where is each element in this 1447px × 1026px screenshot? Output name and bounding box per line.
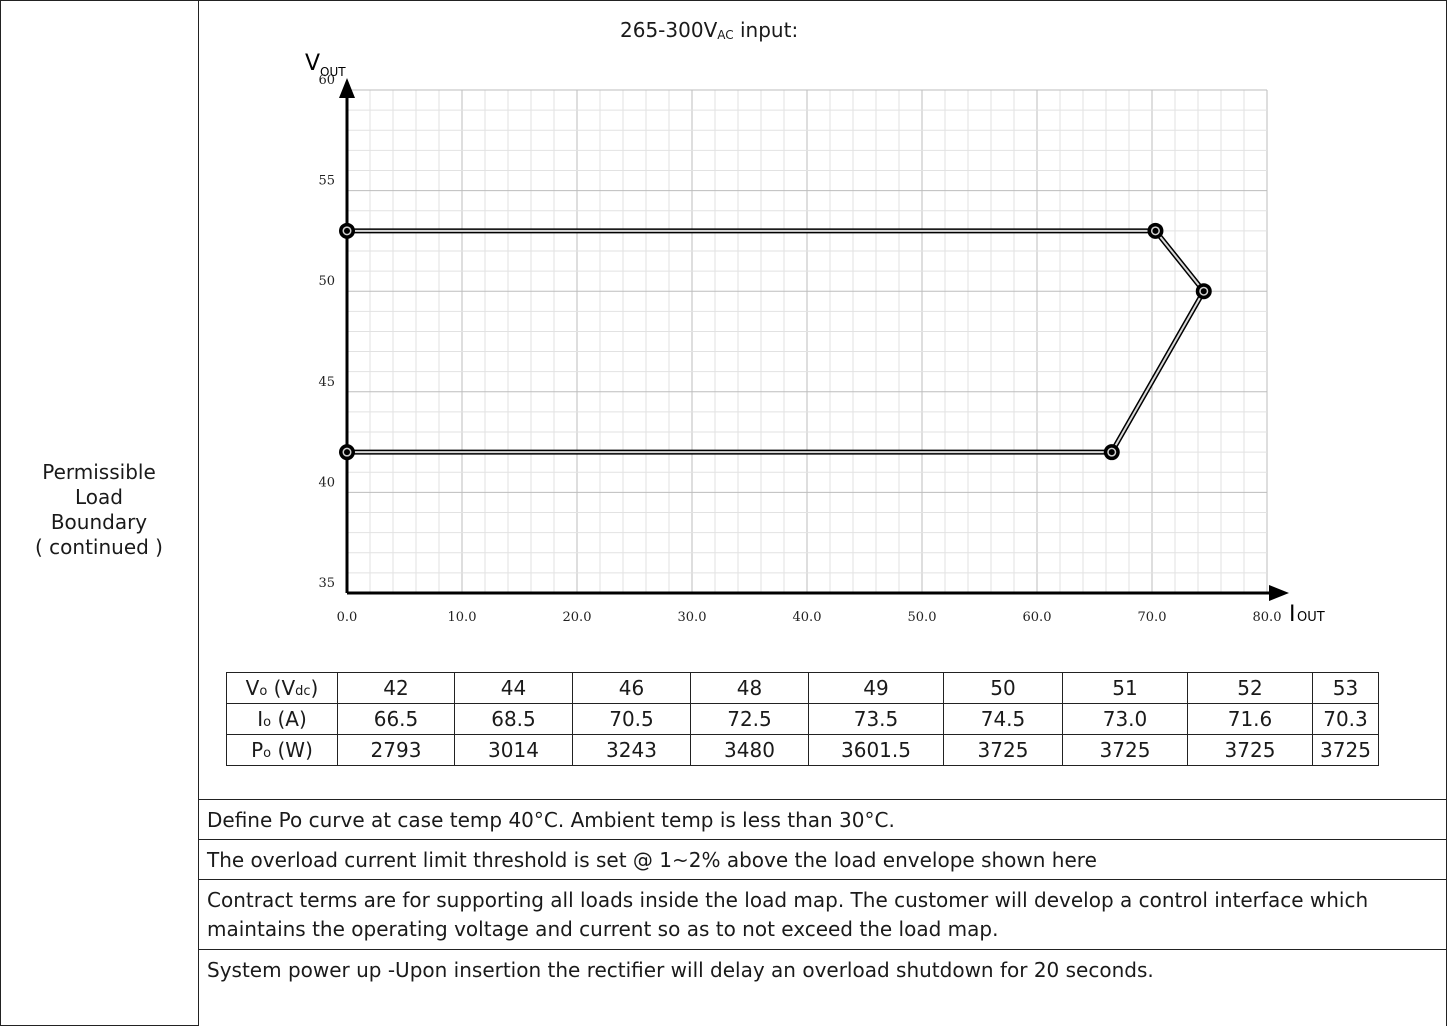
table-cell: 42 xyxy=(337,672,455,704)
row-label-line: Load xyxy=(75,485,123,509)
y-tick-label: 40 xyxy=(318,475,335,490)
table-cell: 3480 xyxy=(690,734,809,766)
table-cell: 3243 xyxy=(572,734,691,766)
table-row: Vo (Vdc) 42 44 46 48 49 50 51 52 53 xyxy=(226,672,1379,704)
boundary-line-outer xyxy=(347,228,1207,455)
table-cell: 3014 xyxy=(454,734,573,766)
x-tick-label: 60.0 xyxy=(1023,610,1052,625)
data-point-center xyxy=(1200,288,1207,295)
data-point-center xyxy=(1152,227,1159,234)
note-text: Define Po curve at case temp 40°C. Ambie… xyxy=(207,808,895,832)
x-tick-label: 30.0 xyxy=(678,610,707,625)
table-cell: 51 xyxy=(1062,672,1188,704)
table-cell: 3725 xyxy=(1187,734,1313,766)
x-axis-title: I xyxy=(1289,602,1296,627)
table-cell: 50 xyxy=(943,672,1063,704)
table-row-header: Po (W) xyxy=(226,734,338,766)
table-cell: 72.5 xyxy=(690,703,809,735)
table-row-header: Io (A) xyxy=(226,703,338,735)
table-cell: 73.5 xyxy=(808,703,944,735)
table-cell: 46 xyxy=(572,672,691,704)
x-tick-label: 0.0 xyxy=(337,610,358,625)
y-axis-arrow xyxy=(339,78,355,98)
row-header-part: o xyxy=(263,746,272,761)
table-cell: 3725 xyxy=(1062,734,1188,766)
y-tick-label: 50 xyxy=(318,274,335,289)
row-header-part: (V xyxy=(267,676,296,700)
table-cell: 66.5 xyxy=(337,703,455,735)
x-tick-label: 20.0 xyxy=(563,610,592,625)
x-axis-title-sub: OUT xyxy=(1297,610,1325,625)
table-cell: 2793 xyxy=(337,734,455,766)
data-point-center xyxy=(1108,449,1115,456)
row-label-line: Permissible xyxy=(42,460,156,484)
table-row: Po (W) 2793 3014 3243 3480 3601.5 3725 3725 3725… xyxy=(226,734,1379,766)
chart-title-sub: AC xyxy=(717,28,734,42)
table-cell: 3725 xyxy=(1312,734,1379,766)
x-tick-label: 50.0 xyxy=(908,610,937,625)
table-cell: 70.5 xyxy=(572,703,691,735)
note-2: The overload current limit threshold is … xyxy=(198,840,1447,880)
table-cell: 53 xyxy=(1312,672,1379,704)
table-cell: 70.3 xyxy=(1312,703,1379,735)
note-1: Define Po curve at case temp 40°C. Ambie… xyxy=(198,800,1447,840)
table-cell: 68.5 xyxy=(454,703,573,735)
table-cell: 3725 xyxy=(943,734,1063,766)
load-table: Vo (Vdc) 42 44 46 48 49 50 51 52 53 Io (A) 66.5 68.5… xyxy=(226,672,1379,766)
y-tick-label: 60 xyxy=(318,73,335,88)
table-cell: 48 xyxy=(690,672,809,704)
table-cell: 74.5 xyxy=(943,703,1063,735)
row-label: Permissible Load Boundary ( continued ) xyxy=(0,460,198,560)
table-cell: 73.0 xyxy=(1062,703,1188,735)
chart-title: 265-300VAC input: xyxy=(620,18,798,42)
table-row-header: Vo (Vdc) xyxy=(226,672,338,704)
boundary-line-inner xyxy=(347,229,1205,454)
x-axis-arrow xyxy=(1269,585,1289,601)
chart-title-prefix: 265-300V xyxy=(620,18,718,42)
row-header-part: o xyxy=(263,715,272,730)
x-tick-label: 70.0 xyxy=(1138,610,1167,625)
data-point-center xyxy=(344,227,350,234)
load-boundary-chart: 60 55 50 45 40 35 0.0 10.0 20.0 30.0 40.0 50.0 60.0 7… xyxy=(305,51,1325,627)
x-tick-label: 10.0 xyxy=(448,610,477,625)
row-header-part: o xyxy=(259,684,268,699)
y-axis-title-sub: OUT xyxy=(320,65,346,79)
note-4: System power up -Upon insertion the rect… xyxy=(198,950,1447,1026)
x-tick-label: 40.0 xyxy=(793,610,822,625)
table-cell: 44 xyxy=(454,672,573,704)
note-text: Contract terms are for supporting all lo… xyxy=(207,888,1369,941)
data-point-center xyxy=(344,449,350,456)
y-axis-title: V xyxy=(305,51,320,76)
table-cell: 71.6 xyxy=(1187,703,1313,735)
table-cell: 49 xyxy=(808,672,944,704)
row-label-line: ( continued ) xyxy=(35,535,163,559)
note-text: The overload current limit threshold is … xyxy=(207,848,1097,872)
row-header-part: dc xyxy=(295,684,311,699)
row-header-part: V xyxy=(245,676,260,700)
x-tick-label: 80.0 xyxy=(1253,610,1282,625)
row-header-part: (A) xyxy=(271,707,307,731)
note-text: System power up -Upon insertion the rect… xyxy=(207,958,1154,982)
table-cell: 52 xyxy=(1187,672,1313,704)
y-tick-label: 45 xyxy=(318,375,335,390)
row-header-part: I xyxy=(257,707,264,731)
chart-title-suffix: input: xyxy=(733,18,799,42)
table-row: Io (A) 66.5 68.5 70.5 72.5 73.5 74.5 73.0 71.6 70… xyxy=(226,703,1379,735)
row-header-part: (W) xyxy=(271,738,313,762)
row-header-part: P xyxy=(251,738,264,762)
y-tick-label: 35 xyxy=(318,576,335,591)
note-3: Contract terms are for supporting all lo… xyxy=(198,880,1447,950)
table-cell: 3601.5 xyxy=(808,734,944,766)
row-header-part: ) xyxy=(310,676,319,700)
row-label-line: Boundary xyxy=(50,510,148,534)
y-tick-label: 55 xyxy=(318,174,335,189)
